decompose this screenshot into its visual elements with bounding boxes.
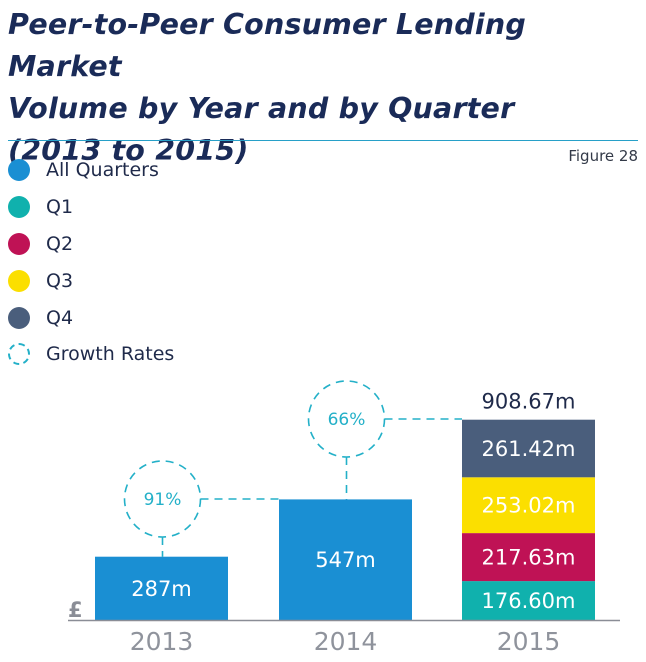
legend-label: Growth Rates: [46, 343, 175, 366]
legend-label: Q2: [46, 232, 74, 255]
legend-item-all-quarters: All Quarters: [8, 152, 174, 189]
bar-value-label: 261.42m: [482, 437, 576, 461]
legend-swatch-growth-rates: [8, 343, 30, 366]
title-divider: [8, 140, 638, 141]
currency-symbol: £: [68, 598, 83, 622]
legend-item-q2: Q2: [8, 226, 174, 263]
legend-swatch-q2: [8, 232, 30, 255]
x-tick-label: 2013: [130, 627, 194, 656]
total-value-label: 908.67m: [482, 390, 576, 414]
legend-label: Q4: [46, 306, 74, 329]
bar-value-label: 217.63m: [482, 546, 576, 570]
legend-label: All Quarters: [46, 159, 159, 182]
bar-2015-q3: [462, 477, 595, 534]
legend-label: Q1: [46, 196, 74, 219]
legend: All Quarters Q1 Q2 Q3 Q4 Growth Rates: [8, 152, 174, 373]
growth-rate-label: 66%: [328, 410, 366, 430]
legend-label: Q3: [46, 269, 74, 292]
bar-value-label: 287m: [131, 577, 192, 601]
title-line-2: Volume by Year and by Quarter: [8, 92, 515, 125]
bar-2015-q2: [462, 533, 595, 582]
legend-item-q4: Q4: [8, 299, 174, 336]
bar-2015-q4: [462, 419, 595, 478]
chart-title: Peer-to-Peer Consumer Lending Market Vol…: [8, 4, 638, 172]
legend-swatch-q3: [8, 269, 30, 292]
bar-value-label: 176.60m: [482, 589, 576, 613]
x-tick-label: 2014: [314, 627, 378, 656]
title-line-3: (2013 to 2015): [8, 134, 249, 167]
legend-item-q1: Q1: [8, 189, 174, 226]
bar-value-label: 253.02m: [482, 494, 576, 518]
bar-2014-all-quarters: [279, 499, 412, 620]
bar-value-label: 547m: [315, 548, 376, 572]
legend-item-growth-rates: Growth Rates: [8, 336, 174, 373]
growth-rate-label: 91%: [144, 490, 182, 510]
legend-item-q3: Q3: [8, 262, 174, 299]
bar-2015-q1: [462, 581, 595, 620]
figure-label: Figure 28: [568, 147, 638, 165]
title-line-1: Peer-to-Peer Consumer Lending Market: [8, 8, 526, 83]
legend-swatch-q1: [8, 196, 30, 219]
legend-swatch-all-quarters: [8, 159, 30, 182]
bar-2013-all-quarters: [95, 556, 228, 620]
legend-swatch-q4: [8, 306, 30, 329]
x-tick-label: 2015: [497, 627, 561, 656]
